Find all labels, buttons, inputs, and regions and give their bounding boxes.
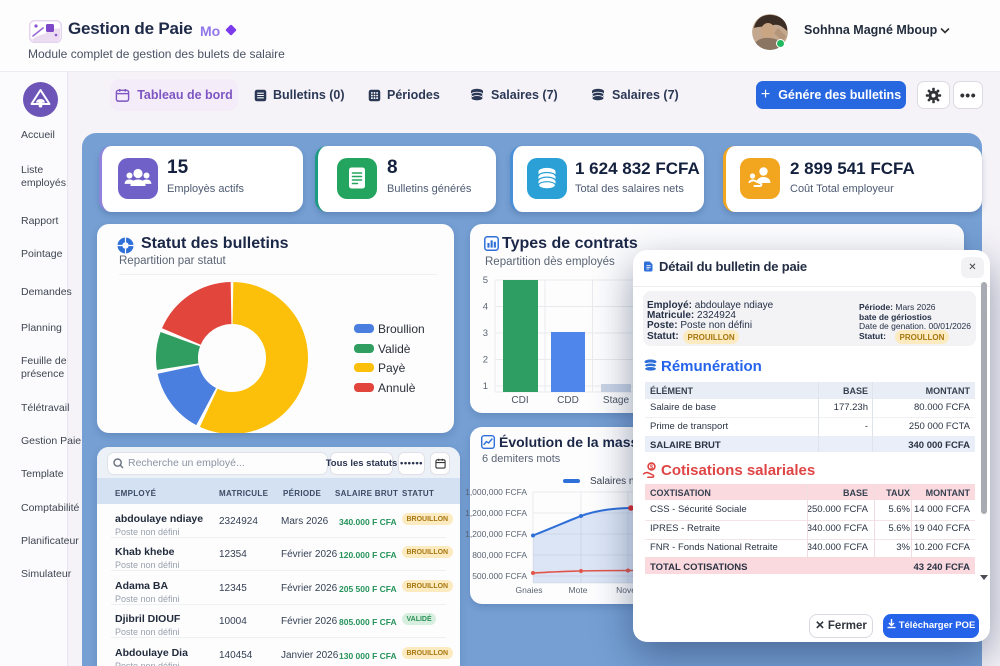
svg-text:Gnaies: Gnaies <box>516 585 543 595</box>
svg-text:500.000 FCFA: 500.000 FCFA <box>472 571 527 581</box>
svg-text:800,000 FCFA: 800,000 FCFA <box>472 550 527 560</box>
svg-text:CDI: CDI <box>511 395 528 406</box>
svg-text:5: 5 <box>483 275 488 286</box>
svg-text:4: 4 <box>483 302 488 313</box>
svg-text:1,200,000 FCFA: 1,200,000 FCFA <box>465 529 527 539</box>
svg-text:$: $ <box>650 465 654 471</box>
svg-text:1,200,000 FCFA: 1,200,000 FCFA <box>465 508 527 518</box>
svg-text:2: 2 <box>483 355 488 366</box>
svg-text:1: 1 <box>483 381 488 392</box>
svg-text:Nove: Nove <box>616 585 636 595</box>
svg-text:Stage: Stage <box>603 395 630 406</box>
svg-text:1,000,000 FCFA: 1,000,000 FCFA <box>465 487 527 497</box>
svg-text:Mote: Mote <box>569 585 588 595</box>
svg-text:3: 3 <box>483 328 488 339</box>
svg-text:CDD: CDD <box>557 395 579 406</box>
